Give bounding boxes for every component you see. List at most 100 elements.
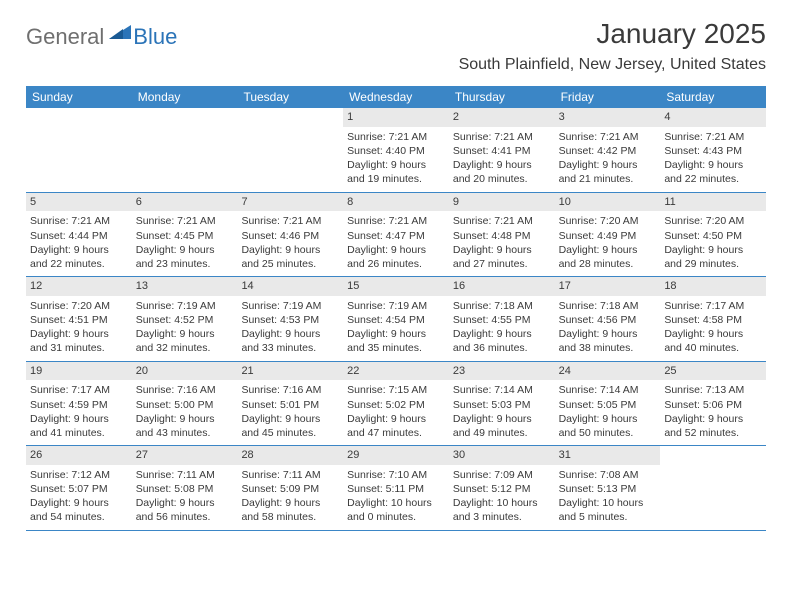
sunset-text: Sunset: 5:05 PM xyxy=(559,398,657,412)
day-number: 31 xyxy=(555,446,661,465)
daylight-text: Daylight: 9 hours and 52 minutes. xyxy=(664,412,762,440)
day-number: 6 xyxy=(132,193,238,212)
day-number: 2 xyxy=(449,108,555,127)
week-row: 1Sunrise: 7:21 AMSunset: 4:40 PMDaylight… xyxy=(26,108,766,193)
day-cell: 25Sunrise: 7:13 AMSunset: 5:06 PMDayligh… xyxy=(660,362,766,446)
daylight-text: Daylight: 9 hours and 41 minutes. xyxy=(30,412,128,440)
day-number: 8 xyxy=(343,193,449,212)
sunset-text: Sunset: 5:12 PM xyxy=(453,482,551,496)
sunrise-text: Sunrise: 7:11 AM xyxy=(241,468,339,482)
day-number: 11 xyxy=(660,193,766,212)
sunrise-text: Sunrise: 7:13 AM xyxy=(664,383,762,397)
day-cell: 19 Sunrise: 7:17 AMSunset: 4:59 PMDayligh… xyxy=(26,362,132,446)
day-number: 7 xyxy=(237,193,343,212)
day-number: 14 xyxy=(237,277,343,296)
day-number: 4 xyxy=(660,108,766,127)
day-cell: 23Sunrise: 7:14 AMSunset: 5:03 PMDayligh… xyxy=(449,362,555,446)
day-cell: 18Sunrise: 7:17 AMSunset: 4:58 PMDayligh… xyxy=(660,277,766,361)
brand-logo: General Blue xyxy=(26,18,177,50)
daylight-text: Daylight: 9 hours and 45 minutes. xyxy=(241,412,339,440)
sunrise-text: Sunrise: 7:21 AM xyxy=(241,214,339,228)
sunrise-text: Sunrise: 7:21 AM xyxy=(347,214,445,228)
day-number: 10 xyxy=(555,193,661,212)
sunset-text: Sunset: 4:53 PM xyxy=(241,313,339,327)
day-cell: 20Sunrise: 7:16 AMSunset: 5:00 PMDayligh… xyxy=(132,362,238,446)
sunset-text: Sunset: 4:47 PM xyxy=(347,229,445,243)
week-row: 12Sunrise: 7:20 AMSunset: 4:51 PMDayligh… xyxy=(26,277,766,362)
day-cell: 9Sunrise: 7:21 AMSunset: 4:48 PMDaylight… xyxy=(449,193,555,277)
daylight-text: Daylight: 9 hours and 21 minutes. xyxy=(559,158,657,186)
day-number: 5 xyxy=(26,193,132,212)
sunrise-text: Sunrise: 7:17 AM xyxy=(30,383,128,397)
sunset-text: Sunset: 5:06 PM xyxy=(664,398,762,412)
daylight-text: Daylight: 9 hours and 49 minutes. xyxy=(453,412,551,440)
location-text: South Plainfield, New Jersey, United Sta… xyxy=(459,56,766,74)
daylight-text: Daylight: 9 hours and 56 minutes. xyxy=(136,496,234,524)
day-cell: 13Sunrise: 7:19 AMSunset: 4:52 PMDayligh… xyxy=(132,277,238,361)
sunrise-text: Sunrise: 7:19 AM xyxy=(136,299,234,313)
sunset-text: Sunset: 4:43 PM xyxy=(664,144,762,158)
day-number: 19 xyxy=(26,362,132,381)
daylight-text: Daylight: 9 hours and 27 minutes. xyxy=(453,243,551,271)
sunset-text: Sunset: 4:41 PM xyxy=(453,144,551,158)
sunset-text: Sunset: 5:07 PM xyxy=(30,482,128,496)
sunrise-text: Sunrise: 7:18 AM xyxy=(453,299,551,313)
sunset-text: Sunset: 5:00 PM xyxy=(136,398,234,412)
empty-cell xyxy=(26,108,132,192)
day-number: 17 xyxy=(555,277,661,296)
daylight-text: Daylight: 10 hours and 0 minutes. xyxy=(347,496,445,524)
day-number: 18 xyxy=(660,277,766,296)
dow-header-cell: Monday xyxy=(132,86,238,108)
day-cell: 10Sunrise: 7:20 AMSunset: 4:49 PMDayligh… xyxy=(555,193,661,277)
sunset-text: Sunset: 4:58 PM xyxy=(664,313,762,327)
sunset-text: Sunset: 4:52 PM xyxy=(136,313,234,327)
daylight-text: Daylight: 9 hours and 58 minutes. xyxy=(241,496,339,524)
day-number: 20 xyxy=(132,362,238,381)
sunrise-text: Sunrise: 7:21 AM xyxy=(559,130,657,144)
day-number: 23 xyxy=(449,362,555,381)
sunset-text: Sunset: 5:03 PM xyxy=(453,398,551,412)
sunset-text: Sunset: 5:08 PM xyxy=(136,482,234,496)
day-cell: 22Sunrise: 7:15 AMSunset: 5:02 PMDayligh… xyxy=(343,362,449,446)
week-row: 19Sunrise: 7:17 AMSunset: 4:59 PMDayligh… xyxy=(26,362,766,447)
daylight-text: Daylight: 9 hours and 40 minutes. xyxy=(664,327,762,355)
day-number: 13 xyxy=(132,277,238,296)
daylight-text: Daylight: 9 hours and 36 minutes. xyxy=(453,327,551,355)
day-cell: 31Sunrise: 7:08 AMSunset: 5:13 PMDayligh… xyxy=(555,446,661,530)
day-cell: 7Sunrise: 7:21 AMSunset: 4:46 PMDaylight… xyxy=(237,193,343,277)
day-cell: 14Sunrise: 7:19 AMSunset: 4:53 PMDayligh… xyxy=(237,277,343,361)
daylight-text: Daylight: 9 hours and 47 minutes. xyxy=(347,412,445,440)
day-cell: 24Sunrise: 7:14 AMSunset: 5:05 PMDayligh… xyxy=(555,362,661,446)
day-cell: 29Sunrise: 7:10 AMSunset: 5:11 PMDayligh… xyxy=(343,446,449,530)
sunrise-text: Sunrise: 7:21 AM xyxy=(453,130,551,144)
daylight-text: Daylight: 9 hours and 35 minutes. xyxy=(347,327,445,355)
day-cell: 2 Sunrise: 7:21 AMSunset: 4:41 PMDaylight… xyxy=(449,108,555,192)
empty-cell xyxy=(132,108,238,192)
sunrise-text: Sunrise: 7:11 AM xyxy=(136,468,234,482)
day-number: 9 xyxy=(449,193,555,212)
sunrise-text: Sunrise: 7:18 AM xyxy=(559,299,657,313)
dow-header-cell: Thursday xyxy=(449,86,555,108)
daylight-text: Daylight: 9 hours and 20 minutes. xyxy=(453,158,551,186)
day-number: 30 xyxy=(449,446,555,465)
dow-header-row: SundayMondayTuesdayWednesdayThursdayFrid… xyxy=(26,86,766,108)
sunset-text: Sunset: 4:59 PM xyxy=(30,398,128,412)
week-row: 5Sunrise: 7:21 AMSunset: 4:44 PMDaylight… xyxy=(26,193,766,278)
sunset-text: Sunset: 5:09 PM xyxy=(241,482,339,496)
day-cell: 5Sunrise: 7:21 AMSunset: 4:44 PMDaylight… xyxy=(26,193,132,277)
daylight-text: Daylight: 9 hours and 29 minutes. xyxy=(664,243,762,271)
sunrise-text: Sunrise: 7:21 AM xyxy=(453,214,551,228)
sunrise-text: Sunrise: 7:21 AM xyxy=(664,130,762,144)
day-cell: 28Sunrise: 7:11 AMSunset: 5:09 PMDayligh… xyxy=(237,446,343,530)
sunset-text: Sunset: 5:02 PM xyxy=(347,398,445,412)
day-cell: 27Sunrise: 7:11 AMSunset: 5:08 PMDayligh… xyxy=(132,446,238,530)
sunrise-text: Sunrise: 7:19 AM xyxy=(347,299,445,313)
sunrise-text: Sunrise: 7:14 AM xyxy=(559,383,657,397)
day-cell: 3Sunrise: 7:21 AMSunset: 4:42 PMDaylight… xyxy=(555,108,661,192)
title-block: January 2025 South Plainfield, New Jerse… xyxy=(459,18,766,74)
sunset-text: Sunset: 4:49 PM xyxy=(559,229,657,243)
daylight-text: Daylight: 9 hours and 54 minutes. xyxy=(30,496,128,524)
dow-header-cell: Saturday xyxy=(660,86,766,108)
weeks-container: 1Sunrise: 7:21 AMSunset: 4:40 PMDaylight… xyxy=(26,108,766,531)
sunrise-text: Sunrise: 7:16 AM xyxy=(241,383,339,397)
